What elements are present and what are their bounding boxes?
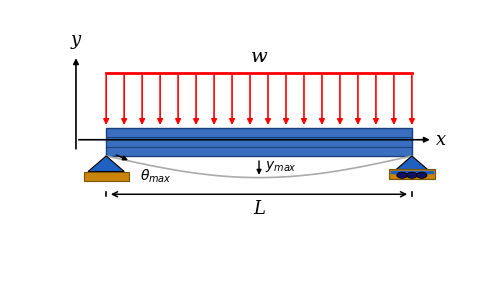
Bar [106,128,412,156]
Text: x: x [436,131,447,149]
Text: $y_{max}$: $y_{max}$ [265,159,297,174]
Polygon shape [88,156,124,171]
Circle shape [407,172,417,178]
Circle shape [397,172,407,178]
Text: L: L [253,200,265,218]
Polygon shape [394,156,430,171]
Bar [389,169,434,179]
Text: y: y [71,31,81,49]
Bar [84,171,129,181]
Text: w: w [251,48,267,66]
Text: $\theta_{max}$: $\theta_{max}$ [140,168,172,185]
Circle shape [416,172,427,178]
